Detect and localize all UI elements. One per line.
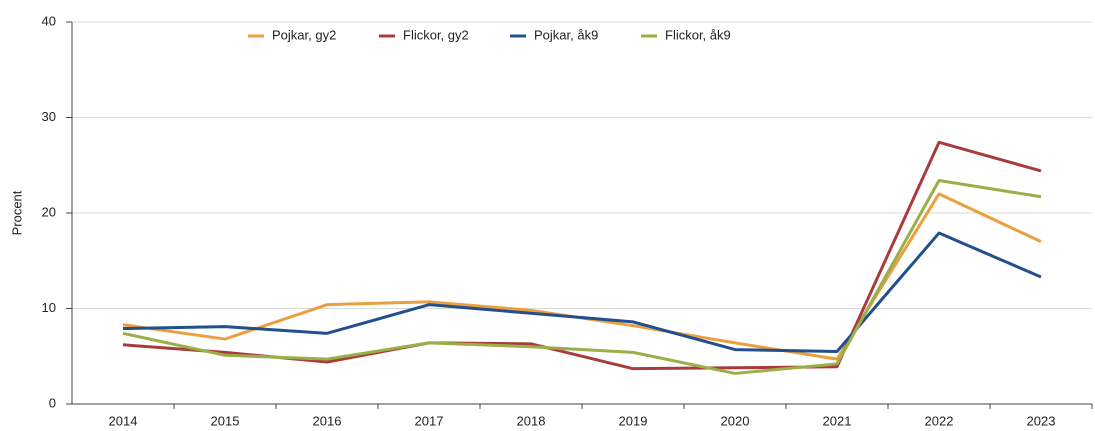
y-tick-label: 40 [42, 13, 56, 28]
x-tick-label: 2014 [109, 413, 138, 428]
x-tick-label: 2017 [415, 413, 444, 428]
x-tick-label: 2019 [619, 413, 648, 428]
line [122, 140, 1042, 371]
y-tick-label: 10 [42, 300, 56, 315]
legend-label: Pojkar, gy2 [272, 27, 336, 42]
y-tick-label: 30 [42, 109, 56, 124]
x-tick-label: 2016 [313, 413, 342, 428]
x-tick-label: 2018 [517, 413, 546, 428]
legend-label: Flickor, åk9 [665, 27, 731, 42]
x-tick-label: 2015 [211, 413, 240, 428]
line [122, 179, 1042, 375]
x-tick-label: 2020 [721, 413, 750, 428]
legend-label: Flickor, gy2 [403, 27, 469, 42]
x-tick-label: 2022 [925, 413, 954, 428]
y-tick-label: 20 [42, 204, 56, 219]
line [122, 231, 1042, 353]
legend-label: Pojkar, åk9 [534, 27, 598, 42]
x-tick-label: 2023 [1027, 413, 1056, 428]
y-tick-label: 0 [49, 395, 56, 410]
y-axis-label: Procent [9, 190, 24, 235]
x-tick-label: 2021 [823, 413, 852, 428]
